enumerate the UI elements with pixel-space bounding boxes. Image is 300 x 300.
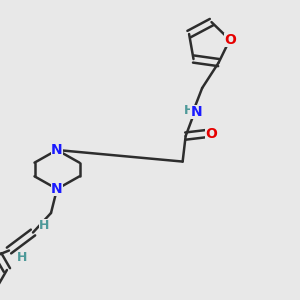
Text: N: N (51, 182, 63, 196)
Text: H: H (17, 250, 28, 264)
Text: N: N (51, 143, 63, 157)
Text: O: O (205, 127, 217, 141)
Text: N: N (190, 105, 202, 119)
Text: H: H (39, 219, 50, 232)
Text: O: O (224, 33, 236, 47)
Text: H: H (184, 104, 194, 117)
